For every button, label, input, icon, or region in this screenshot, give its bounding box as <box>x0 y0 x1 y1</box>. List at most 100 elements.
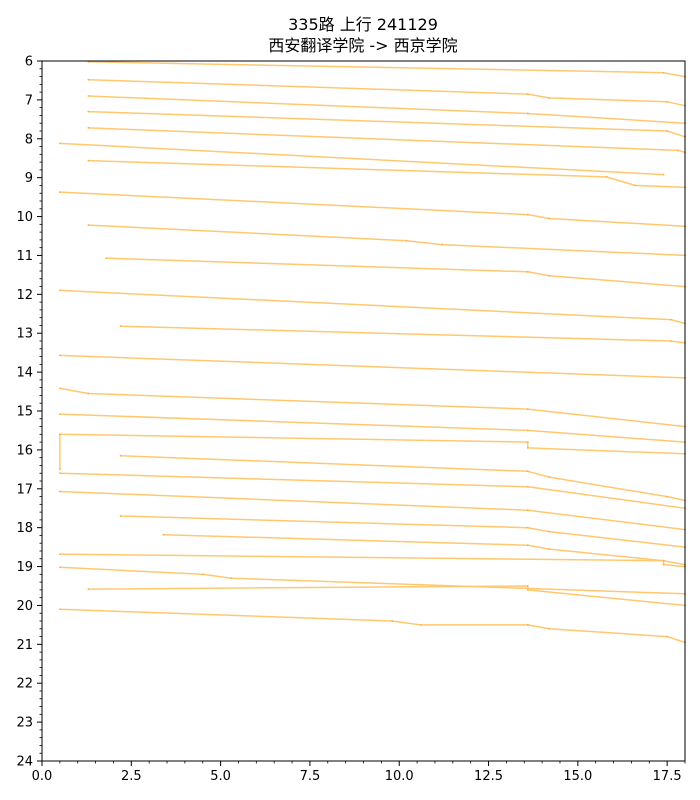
x-tick-label: 10.0 <box>385 769 414 784</box>
y-tick-label: 22 <box>16 677 33 692</box>
data-point <box>677 149 679 152</box>
data-point <box>59 191 61 194</box>
data-point <box>605 176 608 178</box>
data-point <box>526 447 529 449</box>
data-point <box>526 470 529 473</box>
data-point <box>87 392 90 395</box>
data-point <box>87 78 90 81</box>
data-point <box>526 485 529 488</box>
data-point <box>662 71 665 74</box>
series-line-10 <box>106 257 686 288</box>
y-tick-label: 15 <box>16 405 33 420</box>
y-tick-label: 8 <box>25 132 33 147</box>
y-tick-label: 19 <box>16 560 33 575</box>
data-point <box>119 325 122 328</box>
y-tick-label: 12 <box>16 288 33 303</box>
data-point <box>59 472 61 475</box>
data-point <box>666 130 668 132</box>
y-tick-label: 9 <box>25 171 33 186</box>
data-point <box>662 559 665 562</box>
data-point <box>59 142 61 145</box>
data-point <box>59 413 61 415</box>
data-point <box>666 635 668 638</box>
data-point <box>59 468 61 471</box>
data-point <box>405 239 408 242</box>
data-point <box>87 95 90 97</box>
data-point <box>441 243 443 246</box>
data-point <box>119 515 122 517</box>
data-point <box>548 217 551 220</box>
data-point <box>59 490 61 493</box>
data-point <box>87 159 90 162</box>
series-line-8 <box>59 191 686 228</box>
data-point <box>526 213 529 216</box>
series-line-22 <box>59 553 686 568</box>
series-layer <box>59 60 686 644</box>
data-point <box>526 93 529 95</box>
data-point <box>526 429 529 432</box>
data-point <box>105 257 108 260</box>
data-point <box>548 274 551 277</box>
y-tick-label: 6 <box>25 55 33 70</box>
data-point <box>526 585 529 587</box>
data-point <box>548 476 551 478</box>
data-point <box>666 100 668 103</box>
y-tick-label: 23 <box>16 716 33 731</box>
y-tick-label: 18 <box>16 521 33 536</box>
y-tick-label: 20 <box>16 599 33 614</box>
data-point <box>201 573 204 576</box>
series-line-20 <box>120 515 686 548</box>
series-line-13 <box>59 354 686 379</box>
data-point <box>526 408 529 410</box>
y-tick-label: 13 <box>16 327 33 342</box>
x-tick-label: 2.5 <box>121 769 142 784</box>
data-point <box>666 495 668 498</box>
x-tick-label: 17.5 <box>653 769 682 784</box>
data-point <box>87 110 90 113</box>
data-point <box>526 624 529 626</box>
axes-layer: 6 7 8 9 10 11 12 13 14 15 16 17 18 19 20 21 22 23 240.0 2.5… <box>16 55 686 784</box>
y-tick-label: 16 <box>16 443 33 458</box>
x-tick-label: 0.0 <box>32 769 53 784</box>
series-line-9 <box>88 224 686 257</box>
data-point <box>391 620 393 622</box>
data-point <box>548 627 551 630</box>
series-line-6 <box>59 142 664 176</box>
data-point <box>230 577 233 580</box>
y-tick-label: 24 <box>16 755 33 770</box>
series-line-14 <box>59 387 686 428</box>
data-point <box>59 433 61 436</box>
data-point <box>87 224 90 227</box>
data-point <box>119 454 122 457</box>
data-point <box>59 354 61 357</box>
data-point <box>634 184 636 187</box>
data-point <box>87 127 90 129</box>
data-point <box>59 553 61 555</box>
data-point <box>548 530 551 533</box>
data-point <box>87 588 90 590</box>
x-tick-label: 7.5 <box>300 769 321 784</box>
data-point <box>59 289 61 292</box>
y-tick-label: 7 <box>25 93 33 108</box>
data-point <box>669 340 672 342</box>
x-tick-label: 12.5 <box>474 769 503 784</box>
data-point <box>59 608 61 611</box>
data-point <box>526 589 529 591</box>
data-point <box>662 173 665 176</box>
x-tick-label: 5.0 <box>210 769 231 784</box>
data-point <box>526 270 529 273</box>
data-point <box>526 526 529 529</box>
data-point <box>526 441 529 443</box>
data-point <box>419 624 422 626</box>
series-line-7 <box>88 159 686 189</box>
data-point <box>526 509 529 512</box>
y-tick-label: 14 <box>16 366 33 381</box>
data-point <box>548 548 551 550</box>
y-tick-label: 21 <box>16 638 33 653</box>
data-point <box>669 318 672 321</box>
data-point <box>59 566 61 569</box>
x-tick-label: 15.0 <box>563 769 592 784</box>
chart-title: 335路 上行 241129 <box>288 15 438 34</box>
